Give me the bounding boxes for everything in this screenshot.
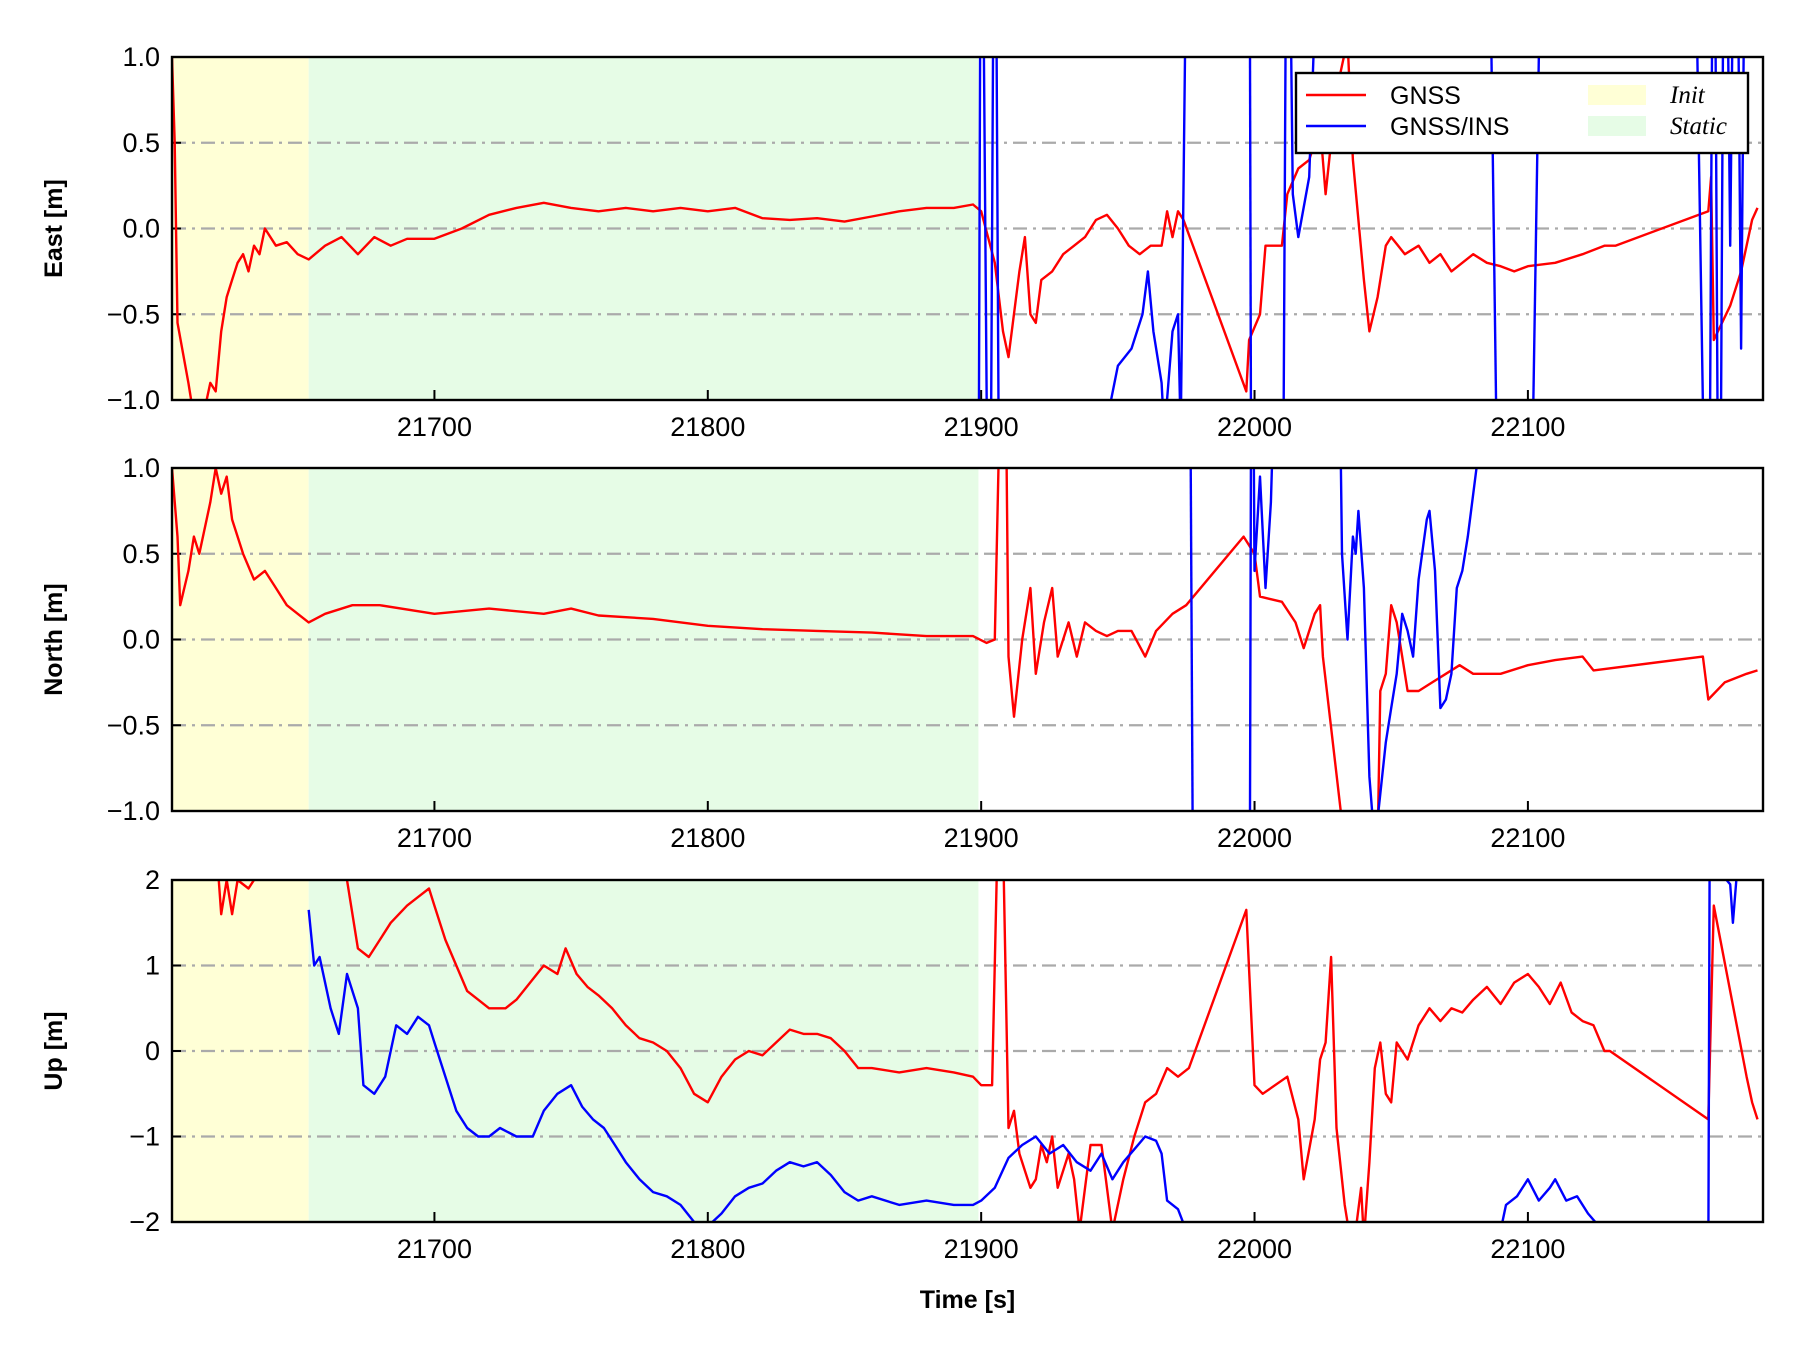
y-tick-label: −1.0 [107,796,160,826]
y-tick-label: −0.5 [107,299,160,329]
series-line-gnss [217,880,256,916]
legend-label: GNSS/INS [1390,113,1509,141]
series-line-gnss-ins [1707,880,1738,1222]
legend-label: GNSS [1390,82,1461,110]
panel-up: −2 −1 0 1 2 21700 21800 21900 22000 22100 Up [m] [40,865,1765,1264]
x-tick-label: 22000 [1217,1234,1292,1264]
x-tick-label: 21900 [944,823,1019,853]
x-tick-label: 21700 [397,412,472,442]
series-line-gnss-ins [1490,57,1498,400]
x-tick-label: 22100 [1490,823,1565,853]
y-tick-label: 0.0 [122,214,160,244]
series-line-gnss-ins [1501,1178,1597,1222]
y-axis-label: Up [m] [40,1011,68,1090]
series-line-gnss-ins [1109,57,1187,400]
y-tick-label: 1.0 [122,42,160,72]
series-line-gnss-ins [1532,57,1541,400]
x-tick-label: 21800 [670,412,745,442]
legend-swatch-init [1588,85,1646,105]
axes-frame [170,878,1765,1224]
y-tick-label: 0.5 [122,539,160,569]
series-line-gnss-ins [1248,57,1253,400]
panel-north: −1.0 −0.5 0.0 0.5 1.0 21700 21800 21900 22000 221… [40,453,1765,853]
y-tick-label: −0.5 [107,710,160,740]
y-tick-label: 0 [145,1036,160,1066]
series-line-gnss-ins [1189,468,1194,811]
series-line-gnss-ins [1339,468,1478,811]
y-tick-label: 1.0 [122,453,160,483]
series-line-gnss [172,57,1759,400]
panel-east: −1.0 −0.5 0.0 0.5 1.0 21700 21800 21900 22000 221… [40,42,1765,442]
series-line-gnss-ins [1248,468,1274,811]
y-tick-label: 0.5 [122,128,160,158]
x-tick-label: 21700 [397,823,472,853]
axes-frame [170,466,1765,813]
x-tick-label: 21800 [670,823,745,853]
y-tick-label: −2 [129,1207,160,1237]
y-tick-label: 0.0 [122,625,160,655]
series-line-gnss [345,880,1759,1222]
series-group [217,880,1759,1222]
series-line-gnss-ins [307,909,1185,1222]
axes-frame [170,55,1765,402]
x-axis-label: Time [s] [920,1286,1015,1314]
y-tick-label: 2 [145,865,160,895]
x-tick-label: 21700 [397,1234,472,1264]
x-tick-label: 22100 [1490,412,1565,442]
legend-box [1294,71,1750,155]
x-tick-label: 21800 [670,1234,745,1264]
y-axis-label: North [m] [40,583,68,695]
y-tick-label: −1 [129,1122,160,1152]
x-tick-label: 22000 [1217,412,1292,442]
x-tick-label: 22100 [1490,1234,1565,1264]
y-axis-label: East [m] [40,179,68,278]
x-tick-label: 21900 [944,1234,1019,1264]
x-tick-label: 21900 [944,412,1019,442]
legend-swatch-static [1588,116,1646,136]
legend-label: Static [1670,113,1727,140]
series-group [172,468,1758,811]
x-tick-label: 22000 [1217,823,1292,853]
y-tick-label: 1 [145,951,160,981]
legend-label: Init [1669,82,1706,109]
y-tick-label: −1.0 [107,385,160,415]
legend: GNSS GNSS/INS Init Static [1294,71,1750,155]
series-line-gnss-ins [977,57,1000,400]
series-line-gnss [172,468,1758,811]
